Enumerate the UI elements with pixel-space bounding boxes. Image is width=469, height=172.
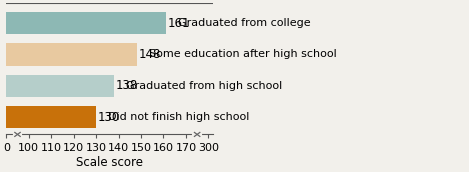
Text: 161: 161 [167, 17, 190, 30]
Text: Some education after high school: Some education after high school [149, 50, 337, 60]
Text: Graduated from high school: Graduated from high school [127, 81, 283, 91]
Text: 148: 148 [138, 48, 161, 61]
Bar [6, 74, 114, 97]
Text: Did not finish high school: Did not finish high school [108, 112, 250, 122]
Text: Graduated from college: Graduated from college [178, 18, 310, 28]
Bar [6, 43, 136, 66]
Bar [6, 12, 166, 34]
X-axis label: Scale score: Scale score [76, 156, 143, 169]
Text: 130: 130 [98, 111, 120, 124]
Text: 138: 138 [116, 79, 138, 92]
Bar [6, 106, 96, 128]
